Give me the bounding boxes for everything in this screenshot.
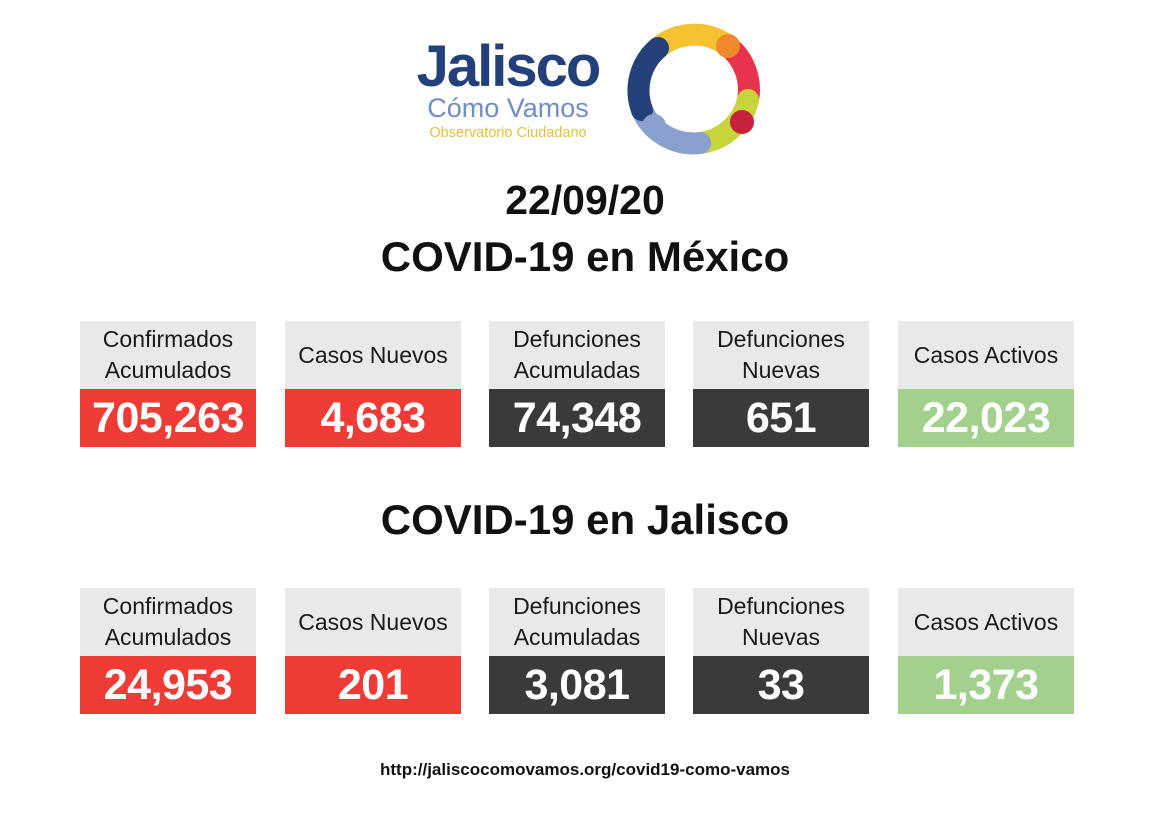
stat-value: 201	[285, 656, 461, 714]
report-date: 22/09/20	[505, 177, 665, 223]
stat-value: 651	[693, 389, 869, 447]
jalisco-stats: Confirmados Acumulados 24,953 Casos Nuev…	[80, 588, 1082, 714]
stat-value: 705,263	[80, 389, 256, 447]
stat-value: 74,348	[489, 389, 665, 447]
mexico-confirmed-card: Confirmados Acumulados 705,263	[80, 321, 256, 447]
stat-label: Casos Activos	[898, 321, 1074, 389]
stat-value: 1,373	[898, 656, 1074, 714]
jalisco-active-card: Casos Activos 1,373	[898, 588, 1074, 714]
mexico-section-title: COVID-19 en México	[380, 233, 790, 280]
logo: Jalisco Cómo Vamos Observatorio Ciudadan…	[408, 22, 768, 157]
jalisco-confirmed-card: Confirmados Acumulados 24,953	[80, 588, 256, 714]
logo-ring-icon	[627, 23, 760, 155]
mexico-new-cases-card: Casos Nuevos 4,683	[285, 321, 461, 447]
mexico-stats: Confirmados Acumulados 705,263 Casos Nue…	[80, 321, 1082, 447]
stat-label: Defunciones Nuevas	[693, 588, 869, 656]
stat-label: Defunciones Acumuladas	[489, 321, 665, 389]
stat-label: Casos Nuevos	[285, 321, 461, 389]
logo-tagline: Observatorio Ciudadano	[429, 125, 587, 141]
stat-label: Defunciones Nuevas	[693, 321, 869, 389]
mexico-active-card: Casos Activos 22,023	[898, 321, 1074, 447]
jalisco-section-title: COVID-19 en Jalisco	[380, 496, 790, 543]
stat-label: Defunciones Acumuladas	[489, 588, 665, 656]
stat-label: Confirmados Acumulados	[80, 588, 256, 656]
jalisco-new-deaths-card: Defunciones Nuevas 33	[693, 588, 869, 714]
source-link[interactable]: http://jaliscocomovamos.org/covid19-como…	[380, 760, 790, 779]
stat-label: Casos Nuevos	[285, 588, 461, 656]
jalisco-new-cases-card: Casos Nuevos 201	[285, 588, 461, 714]
stat-value: 24,953	[80, 656, 256, 714]
stat-value: 3,081	[489, 656, 665, 714]
stat-label: Casos Activos	[898, 588, 1074, 656]
logo-title: Jalisco	[416, 34, 602, 99]
logo-subtitle: Cómo Vamos	[427, 93, 589, 123]
mexico-deaths-card: Defunciones Acumuladas 74,348	[489, 321, 665, 447]
stat-value: 22,023	[898, 389, 1074, 447]
stat-value: 33	[693, 656, 869, 714]
logo-text: Jalisco Cómo Vamos Observatorio Ciudadan…	[408, 22, 608, 142]
mexico-new-deaths-card: Defunciones Nuevas 651	[693, 321, 869, 447]
stat-label: Confirmados Acumulados	[80, 321, 256, 389]
jalisco-deaths-card: Defunciones Acumuladas 3,081	[489, 588, 665, 714]
stat-value: 4,683	[285, 389, 461, 447]
